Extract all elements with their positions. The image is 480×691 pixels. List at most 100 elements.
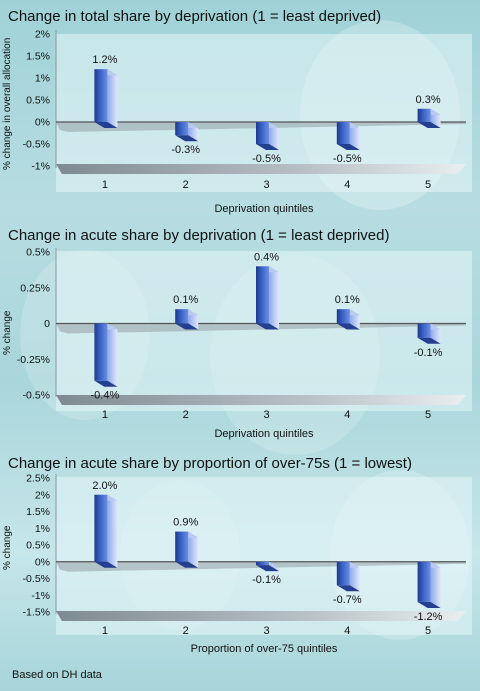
bar (336, 122, 350, 144)
x-tick-label: 1 (102, 409, 108, 421)
x-axis-label: Deprivation quintiles (214, 203, 314, 215)
data-label: -0.3% (171, 144, 200, 156)
bar-side (349, 122, 360, 150)
data-label: 2.0% (92, 480, 117, 492)
data-label: -0.5% (333, 153, 362, 165)
bar-side (430, 561, 441, 608)
bar-bottom (94, 561, 118, 568)
chart-panel-acute-over75: Change in acute share by proportion of o… (0, 455, 480, 660)
bar-bottom (417, 122, 441, 128)
bar-side (188, 531, 199, 568)
zero-plane (56, 323, 466, 334)
source-note: Based on DH data (12, 669, 102, 681)
bar-bottom (256, 565, 279, 572)
bar (417, 108, 431, 122)
x-tick-label: 2 (183, 179, 189, 191)
y-tick-label: 2% (35, 489, 50, 501)
floor-shadow (56, 395, 466, 405)
bar-bottom (94, 122, 118, 128)
x-tick-label: 5 (425, 409, 431, 421)
bar-bottom (94, 380, 118, 387)
y-tick-label: 0.5% (26, 95, 50, 107)
data-label: 0.3% (416, 94, 441, 106)
x-tick-label: 4 (344, 179, 350, 191)
x-tick-label: 5 (425, 179, 431, 191)
x-tick-label: 2 (183, 625, 189, 637)
bar (417, 323, 431, 338)
x-tick-label: 4 (344, 409, 350, 421)
bar-bottom (256, 144, 279, 150)
chart-title: Change in acute share by proportion of o… (8, 455, 412, 472)
bar-bottom (336, 323, 360, 330)
data-label: -0.1% (252, 574, 281, 586)
x-axis-label: Deprivation quintiles (214, 428, 314, 440)
y-tick-label: 0.5% (26, 247, 50, 259)
y-tick-label: 0% (35, 556, 50, 568)
bar (94, 494, 108, 562)
y-tick-label: -0.5% (23, 139, 50, 151)
plot-area (56, 477, 472, 635)
y-tick-label: 1% (35, 523, 50, 535)
bar-side (349, 561, 360, 592)
bar-bottom (336, 144, 360, 150)
bar (175, 531, 189, 562)
y-tick-label: -0.25% (17, 354, 50, 366)
chart-1: 2% 1.5% 1% 0.5% 0% -0.5% -1% 1.2% 1 -0.3% 2 -0.5% 3 -… (23, 29, 466, 191)
bar-side (107, 69, 118, 128)
data-label: -0.4% (91, 390, 120, 402)
y-tick-label: 1% (35, 73, 50, 85)
data-label: -0.7% (333, 594, 362, 606)
x-tick-label: 3 (263, 409, 269, 421)
y-tick-label: 2.5% (26, 473, 50, 485)
x-axis-label: Proportion of over-75 quintiles (190, 643, 338, 655)
chart-3: 2.5% 2% 1.5% 1% 0.5% 0% -0.5% -1% -1.5% 2.0% 1 0.9%… (23, 473, 466, 637)
bar-bottom (417, 337, 441, 344)
bar (256, 561, 269, 566)
bar-bottom (175, 561, 199, 568)
data-label: 1.2% (92, 54, 117, 66)
data-label: 0.1% (173, 294, 198, 306)
data-label: 0.9% (173, 517, 198, 529)
bar-side (269, 122, 279, 150)
bar-bottom (417, 601, 441, 608)
data-label: -0.1% (414, 347, 443, 359)
data-label: 0.1% (335, 294, 360, 306)
y-tick-label: 0% (35, 117, 50, 129)
x-tick-label: 1 (102, 179, 108, 191)
x-tick-label: 4 (344, 625, 350, 637)
y-tick-label: 2% (35, 29, 50, 41)
data-label: -1.2% (414, 611, 443, 623)
x-tick-label: 2 (183, 409, 189, 421)
x-tick-label: 1 (102, 625, 108, 637)
y-tick-label: -1% (31, 590, 50, 602)
y-tick-label: -1% (31, 161, 50, 173)
data-label: 0.4% (254, 251, 279, 263)
data-label: -0.5% (252, 153, 281, 165)
bar (336, 309, 350, 324)
x-tick-label: 3 (263, 179, 269, 191)
y-tick-label: 0.25% (20, 282, 50, 294)
bar-bottom (175, 135, 199, 142)
chart-title: Change in acute share by deprivation (1 … (8, 227, 390, 244)
bar-side (107, 323, 118, 387)
y-tick-label: 1.5% (26, 506, 50, 518)
bar-side (107, 494, 118, 568)
bar (175, 309, 189, 324)
y-tick-label: 1.5% (26, 51, 50, 63)
bar (336, 561, 350, 586)
bar (94, 323, 108, 381)
bar-side (269, 266, 279, 330)
y-tick-label: -1.5% (23, 607, 50, 619)
bar-bottom (336, 585, 360, 592)
bar-bottom (175, 323, 199, 330)
floor-shadow (56, 611, 466, 621)
y-tick-label: 0.5% (26, 540, 50, 552)
y-tick-label: -0.5% (23, 573, 50, 585)
bar-bottom (256, 323, 279, 330)
floor-shadow (56, 164, 466, 174)
chart-2: 0.5% 0.25% 0 -0.25% -0.5% -0.4% 1 0.1% 2 0.4% 3 0.1… (17, 247, 466, 421)
x-tick-label: 5 (425, 625, 431, 637)
y-tick-label: -0.5% (23, 390, 50, 402)
